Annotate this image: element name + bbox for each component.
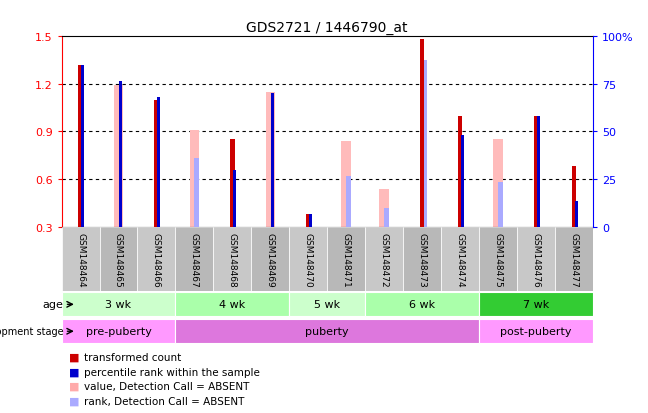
Bar	[498, 183, 503, 227]
Bar	[309, 214, 312, 227]
Text: 5 wk: 5 wk	[314, 299, 340, 310]
Text: GSM148473: GSM148473	[417, 232, 426, 287]
Bar	[176, 319, 479, 344]
Text: GSM148467: GSM148467	[190, 232, 199, 287]
Text: ■: ■	[69, 367, 80, 377]
Bar	[62, 227, 100, 291]
Text: ■: ■	[69, 352, 80, 362]
Bar	[341, 142, 351, 227]
Bar	[213, 227, 251, 291]
Text: post-puberty: post-puberty	[500, 326, 572, 337]
Bar	[346, 176, 351, 227]
Text: age: age	[43, 299, 64, 310]
Title: GDS2721 / 1446790_at: GDS2721 / 1446790_at	[246, 21, 408, 35]
Text: puberty: puberty	[305, 326, 349, 337]
Bar	[78, 66, 83, 227]
Bar	[403, 227, 441, 291]
Bar	[327, 227, 365, 291]
Bar	[62, 319, 176, 344]
Text: ■: ■	[69, 381, 80, 391]
Bar	[176, 227, 213, 291]
Bar	[230, 140, 235, 227]
Text: GSM148470: GSM148470	[304, 232, 313, 287]
Text: value, Detection Call = ABSENT: value, Detection Call = ABSENT	[84, 381, 249, 391]
Text: development stage: development stage	[0, 326, 64, 337]
Bar	[457, 116, 463, 227]
Bar	[479, 292, 593, 317]
Text: rank, Detection Call = ABSENT: rank, Detection Call = ABSENT	[84, 396, 244, 406]
Bar	[154, 100, 159, 227]
Bar	[365, 227, 403, 291]
Bar	[271, 94, 274, 227]
Bar	[62, 292, 176, 317]
Text: 3 wk: 3 wk	[106, 299, 132, 310]
Text: GSM148464: GSM148464	[76, 232, 85, 287]
Bar	[384, 208, 389, 227]
Bar	[114, 86, 123, 227]
Bar	[190, 131, 199, 227]
Bar	[422, 61, 426, 227]
Bar	[461, 135, 464, 227]
Bar	[575, 202, 578, 227]
Bar	[251, 227, 289, 291]
Text: GSM148476: GSM148476	[531, 232, 540, 287]
Bar	[537, 116, 540, 227]
Bar	[137, 227, 176, 291]
Text: GSM148466: GSM148466	[152, 232, 161, 287]
Text: GSM148468: GSM148468	[228, 232, 237, 287]
Text: GSM148477: GSM148477	[570, 232, 579, 287]
Bar	[289, 227, 327, 291]
Bar	[479, 319, 593, 344]
Bar	[157, 97, 160, 227]
Bar	[517, 227, 555, 291]
Bar	[119, 81, 122, 227]
Bar	[306, 214, 310, 227]
Text: ■: ■	[69, 396, 80, 406]
Bar	[380, 189, 389, 227]
Bar	[81, 66, 84, 227]
Text: 4 wk: 4 wk	[219, 299, 246, 310]
Bar	[194, 159, 199, 227]
Text: transformed count: transformed count	[84, 352, 181, 362]
Bar	[266, 93, 275, 227]
Bar	[365, 292, 479, 317]
Bar	[555, 227, 593, 291]
Text: pre-puberty: pre-puberty	[86, 326, 152, 337]
Text: GSM148471: GSM148471	[341, 232, 351, 287]
Bar	[420, 40, 424, 227]
Text: 7 wk: 7 wk	[523, 299, 549, 310]
Bar	[289, 292, 365, 317]
Text: GSM148465: GSM148465	[114, 232, 123, 287]
Bar	[441, 227, 479, 291]
Text: GSM148475: GSM148475	[494, 232, 503, 287]
Text: GSM148474: GSM148474	[456, 232, 465, 287]
Bar	[534, 116, 538, 227]
Bar	[479, 227, 517, 291]
Bar	[572, 167, 576, 227]
Text: GSM148469: GSM148469	[266, 232, 275, 287]
Bar	[176, 292, 289, 317]
Text: 6 wk: 6 wk	[409, 299, 435, 310]
Text: percentile rank within the sample: percentile rank within the sample	[84, 367, 260, 377]
Bar	[233, 170, 237, 227]
Bar	[100, 227, 137, 291]
Text: GSM148472: GSM148472	[380, 232, 389, 287]
Bar	[493, 140, 503, 227]
